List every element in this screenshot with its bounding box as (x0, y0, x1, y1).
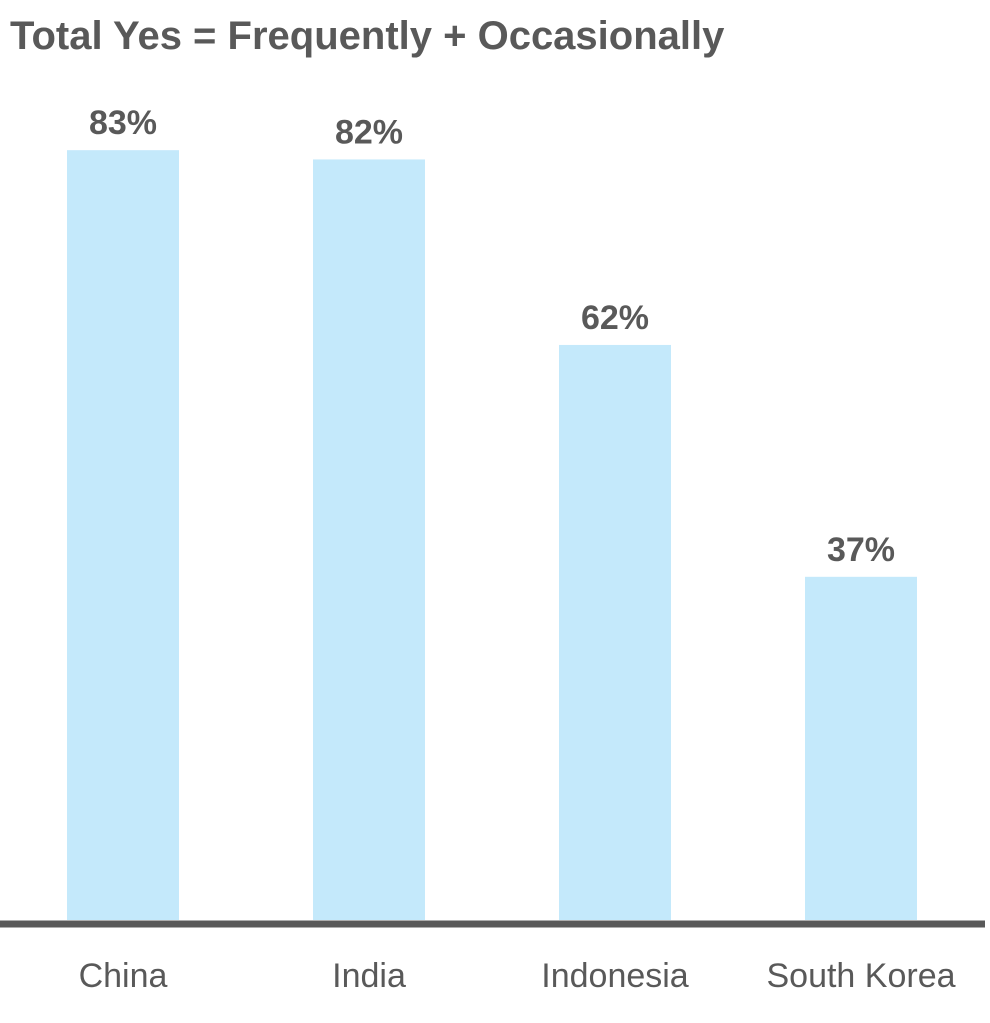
category-label: India (332, 957, 406, 995)
value-label: 82% (335, 113, 403, 151)
value-label: 62% (581, 299, 649, 337)
bar-south-korea (805, 576, 917, 920)
bars-group (67, 150, 917, 921)
value-label: 83% (89, 104, 157, 142)
bar-india (313, 159, 425, 920)
category-label: South Korea (766, 957, 955, 995)
category-label: Indonesia (541, 957, 689, 995)
value-label: 37% (827, 531, 895, 569)
category-label: China (79, 957, 168, 995)
bar-indonesia (559, 344, 671, 920)
chart-title: Total Yes = Frequently + Occasionally (10, 14, 725, 58)
bar-china (67, 150, 179, 921)
category-labels-group: China India Indonesia South Korea (79, 957, 956, 995)
value-labels-group: 83% 82% 62% 37% (89, 104, 895, 569)
